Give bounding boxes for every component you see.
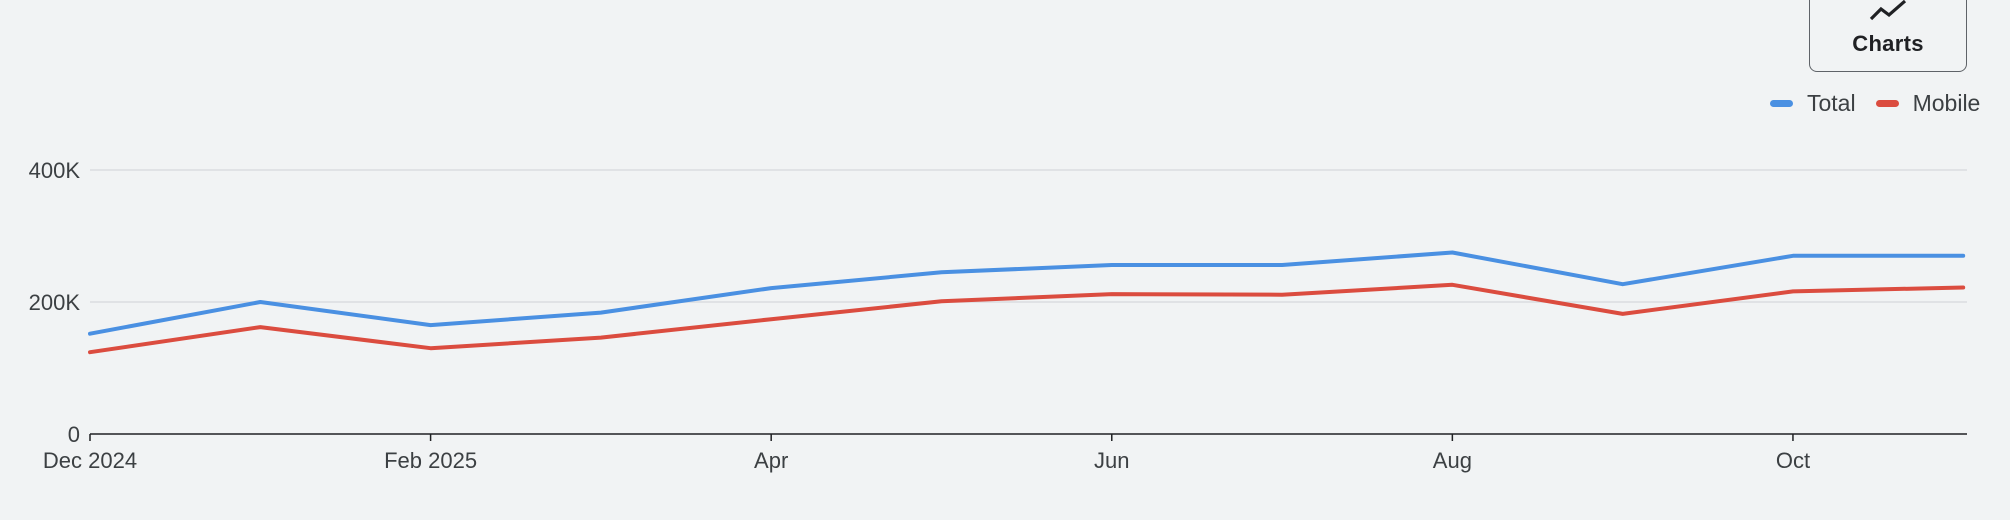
legend-item-mobile[interactable]: Mobile [1875,90,1981,117]
series-line-total[interactable] [88,250,1966,336]
y-tick-label: 200K [29,290,81,315]
x-tick-label: Apr [754,448,788,473]
x-tick-label: Jun [1094,448,1129,473]
y-tick-label: 0 [68,422,80,447]
series-line-mobile[interactable] [88,282,1966,355]
charts-button[interactable]: Charts [1809,0,1967,72]
x-tick-label: Oct [1776,448,1810,473]
axes: 0 200K 400K Dec 2024 Feb 2025 Apr Jun Aug Oct [29,158,1967,473]
x-tick-label: Aug [1433,448,1472,473]
x-tick-label: Dec 2024 [43,448,137,473]
trend-line-icon [1869,0,1907,21]
legend-label-mobile: Mobile [1912,90,1981,116]
grid-lines [90,169,1967,303]
chart-legend: Total Mobile [1770,90,1980,117]
x-tick-label: Feb 2025 [384,448,477,473]
legend-swatch-mobile [1875,100,1899,107]
charts-button-label: Charts [1852,31,1924,56]
y-tick-label: 400K [29,158,81,183]
series-lines [88,250,1966,355]
legend-item-total[interactable]: Total [1770,90,1856,117]
legend-label-total: Total [1807,90,1856,116]
legend-swatch-total [1770,100,1793,107]
